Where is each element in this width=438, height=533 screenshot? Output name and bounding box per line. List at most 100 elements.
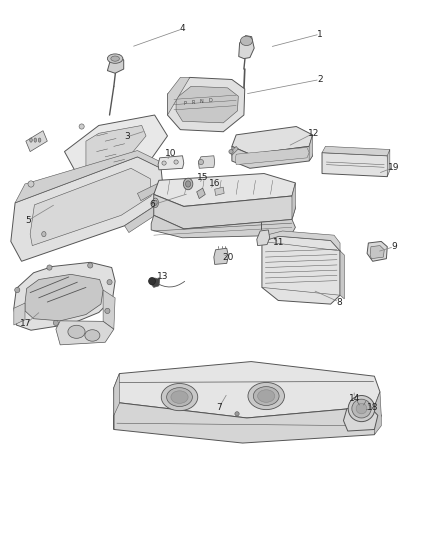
Polygon shape xyxy=(340,251,344,299)
Text: 3: 3 xyxy=(124,133,130,141)
Ellipse shape xyxy=(38,138,41,142)
Ellipse shape xyxy=(15,287,20,293)
Ellipse shape xyxy=(85,330,100,341)
Polygon shape xyxy=(197,188,205,199)
Text: P: P xyxy=(183,101,186,106)
Ellipse shape xyxy=(161,384,198,410)
Text: D: D xyxy=(208,98,212,103)
Polygon shape xyxy=(232,126,313,154)
Polygon shape xyxy=(215,187,224,196)
Text: 19: 19 xyxy=(389,163,400,172)
Text: 8: 8 xyxy=(336,297,342,306)
Ellipse shape xyxy=(356,403,367,414)
Ellipse shape xyxy=(240,36,252,45)
Polygon shape xyxy=(370,246,384,259)
Text: 6: 6 xyxy=(150,200,155,209)
Polygon shape xyxy=(30,168,151,246)
Ellipse shape xyxy=(154,200,157,205)
Text: 4: 4 xyxy=(180,25,185,34)
Ellipse shape xyxy=(186,181,191,187)
Polygon shape xyxy=(56,321,114,345)
Polygon shape xyxy=(114,361,380,418)
Polygon shape xyxy=(322,152,389,176)
Polygon shape xyxy=(14,262,115,330)
Ellipse shape xyxy=(105,308,110,313)
Polygon shape xyxy=(239,36,254,59)
Ellipse shape xyxy=(352,399,371,418)
Polygon shape xyxy=(86,125,146,167)
Text: N: N xyxy=(200,99,204,104)
Ellipse shape xyxy=(28,181,34,187)
Text: 15: 15 xyxy=(197,173,208,182)
Polygon shape xyxy=(343,409,378,431)
Polygon shape xyxy=(367,241,387,261)
Text: 1: 1 xyxy=(317,29,323,38)
Polygon shape xyxy=(154,174,295,206)
Text: 7: 7 xyxy=(216,403,222,412)
Ellipse shape xyxy=(258,390,275,402)
Polygon shape xyxy=(257,230,270,246)
Polygon shape xyxy=(262,236,340,304)
Ellipse shape xyxy=(68,325,85,338)
Polygon shape xyxy=(14,303,25,325)
Polygon shape xyxy=(103,290,115,329)
Ellipse shape xyxy=(198,159,204,165)
Ellipse shape xyxy=(42,231,46,237)
Text: 9: 9 xyxy=(391,242,397,251)
Ellipse shape xyxy=(248,383,284,410)
Text: 16: 16 xyxy=(209,180,220,189)
Text: 2: 2 xyxy=(317,75,323,84)
Text: 5: 5 xyxy=(25,216,31,225)
Ellipse shape xyxy=(34,138,36,142)
Polygon shape xyxy=(322,147,390,156)
Polygon shape xyxy=(26,131,47,151)
Ellipse shape xyxy=(229,149,233,154)
Polygon shape xyxy=(158,156,184,170)
Text: 13: 13 xyxy=(157,272,168,281)
Text: 12: 12 xyxy=(308,129,319,138)
Polygon shape xyxy=(167,77,190,115)
Ellipse shape xyxy=(148,278,155,285)
Polygon shape xyxy=(124,204,163,232)
Text: 14: 14 xyxy=(349,394,360,402)
Polygon shape xyxy=(11,157,163,261)
Polygon shape xyxy=(151,215,295,238)
Polygon shape xyxy=(230,147,238,155)
Ellipse shape xyxy=(235,411,239,416)
Polygon shape xyxy=(114,374,120,430)
Polygon shape xyxy=(25,274,103,321)
Polygon shape xyxy=(15,150,161,203)
Ellipse shape xyxy=(107,280,112,285)
Polygon shape xyxy=(214,248,229,264)
Polygon shape xyxy=(150,278,160,287)
Text: 20: 20 xyxy=(223,253,234,262)
Ellipse shape xyxy=(348,395,375,422)
Polygon shape xyxy=(292,183,295,220)
Polygon shape xyxy=(198,156,215,168)
Text: 11: 11 xyxy=(273,238,285,247)
Ellipse shape xyxy=(184,178,193,190)
Polygon shape xyxy=(232,147,313,168)
Polygon shape xyxy=(387,149,390,176)
Ellipse shape xyxy=(47,265,52,270)
Ellipse shape xyxy=(174,160,178,164)
Polygon shape xyxy=(262,231,340,251)
Ellipse shape xyxy=(53,320,58,326)
Ellipse shape xyxy=(79,124,84,129)
Polygon shape xyxy=(235,148,309,165)
Ellipse shape xyxy=(107,54,123,63)
Text: 18: 18 xyxy=(367,403,378,412)
Ellipse shape xyxy=(88,263,93,268)
Ellipse shape xyxy=(253,386,279,406)
Text: R: R xyxy=(191,100,195,105)
Polygon shape xyxy=(138,183,161,201)
Ellipse shape xyxy=(171,391,188,403)
Ellipse shape xyxy=(30,138,32,142)
Polygon shape xyxy=(107,55,124,73)
Ellipse shape xyxy=(166,387,192,407)
Polygon shape xyxy=(154,195,295,229)
Polygon shape xyxy=(64,115,167,183)
Ellipse shape xyxy=(162,161,166,165)
Polygon shape xyxy=(114,387,381,443)
Polygon shape xyxy=(167,77,245,132)
